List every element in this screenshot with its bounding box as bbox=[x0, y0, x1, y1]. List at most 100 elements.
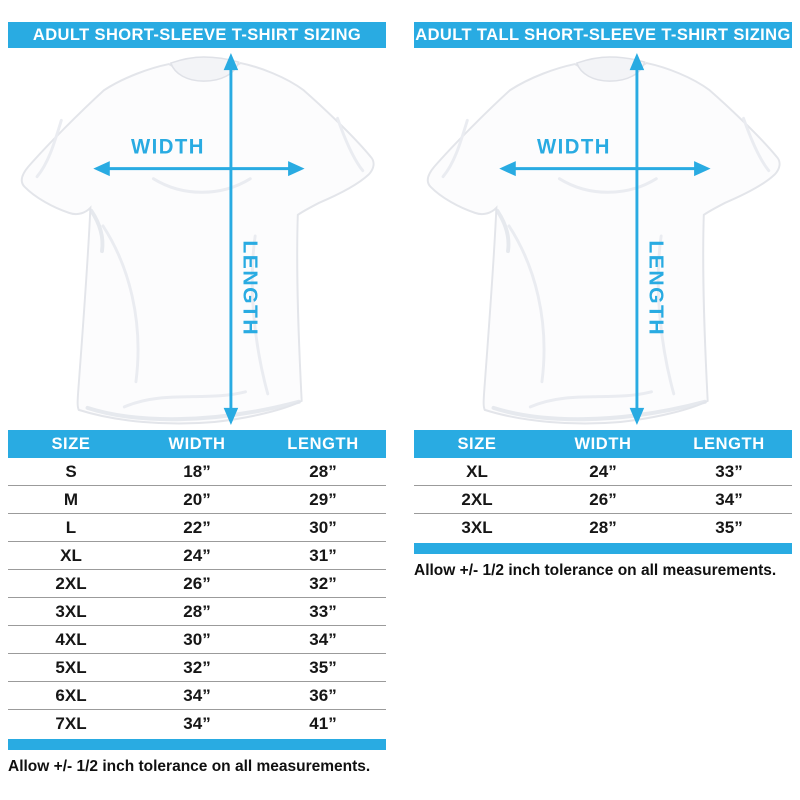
wrinkle-line bbox=[35, 118, 63, 179]
underarm-shadow bbox=[495, 208, 511, 254]
table-cell: 2XL bbox=[414, 485, 540, 514]
table-cell: 18” bbox=[183, 461, 211, 481]
column-header-size: SIZE bbox=[8, 430, 134, 458]
width-arrow bbox=[499, 161, 711, 177]
table-cell: 7XL bbox=[8, 709, 134, 737]
table-row: M 20” 29” bbox=[8, 485, 386, 514]
column-header-width: WIDTH bbox=[540, 430, 666, 458]
table-cell: S bbox=[65, 461, 77, 481]
tshirt-collar bbox=[575, 56, 646, 82]
table-cell: 32” bbox=[260, 569, 386, 598]
table-row: XL 24” 33” bbox=[414, 458, 792, 486]
shirt-diagram: WIDTH LENGTH bbox=[8, 50, 386, 430]
panel-title: ADULT TALL SHORT-SLEEVE T-SHIRT SIZING bbox=[414, 22, 792, 48]
panel-adult-short-sleeve: ADULT SHORT-SLEEVE T-SHIRT SIZING bbox=[8, 22, 386, 776]
table-cell: 22” bbox=[134, 513, 260, 542]
width-arrow bbox=[93, 161, 305, 177]
table-row: 7XL 34” 41” bbox=[8, 709, 386, 737]
table-cell: 24” bbox=[134, 541, 260, 570]
width-label: WIDTH bbox=[537, 135, 611, 158]
table-cell: 33” bbox=[715, 461, 743, 481]
table-cell: 41” bbox=[260, 709, 386, 737]
table-cell: 24” bbox=[589, 461, 617, 481]
table-cell: 6XL bbox=[8, 681, 134, 710]
table-cell: 30” bbox=[134, 625, 260, 654]
length-arrow bbox=[629, 53, 645, 425]
column-header-size: SIZE bbox=[414, 430, 540, 458]
wrinkle-line bbox=[441, 118, 469, 179]
table-row: 2XL 26” 34” bbox=[414, 485, 792, 514]
wrinkle-line bbox=[507, 224, 546, 384]
table-cell: 28” bbox=[134, 597, 260, 626]
table-cell: 2XL bbox=[8, 569, 134, 598]
table-cell: XL bbox=[466, 461, 488, 481]
table-cell: 35” bbox=[260, 653, 386, 682]
wrinkle-line bbox=[151, 177, 252, 194]
panel-adult-tall-short-sleeve: ADULT TALL SHORT-SLEEVE T-SHIRT SIZING bbox=[414, 22, 792, 580]
table-row: 5XL 32” 35” bbox=[8, 653, 386, 682]
shirt-diagram: WIDTH LENGTH bbox=[414, 50, 792, 430]
table-row: 6XL 34” 36” bbox=[8, 681, 386, 710]
column-header-width: WIDTH bbox=[134, 430, 260, 458]
wrinkle-line bbox=[557, 177, 658, 194]
table-cell: 4XL bbox=[8, 625, 134, 654]
table-cell: 32” bbox=[134, 653, 260, 682]
table-cell: 33” bbox=[260, 597, 386, 626]
table-cell: 3XL bbox=[8, 597, 134, 626]
wrinkle-line bbox=[656, 234, 676, 396]
hem-shadow bbox=[491, 399, 707, 422]
table-footer-bar bbox=[8, 739, 386, 750]
table-row: 2XL 26” 32” bbox=[8, 569, 386, 598]
table-cell: L bbox=[8, 513, 134, 542]
panel-title: ADULT SHORT-SLEEVE T-SHIRT SIZING bbox=[8, 22, 386, 48]
table-row: L 22” 30” bbox=[8, 513, 386, 542]
table-row: 3XL 28” 33” bbox=[8, 597, 386, 626]
table-row: 4XL 30” 34” bbox=[8, 625, 386, 654]
wrinkle-line bbox=[742, 116, 771, 173]
column-header-length: LENGTH bbox=[666, 430, 792, 458]
tolerance-note: Allow +/- 1/2 inch tolerance on all meas… bbox=[8, 758, 371, 775]
tshirt-collar bbox=[169, 56, 240, 82]
table-cell: 36” bbox=[260, 681, 386, 710]
width-label: WIDTH bbox=[131, 135, 205, 158]
column-header-length: LENGTH bbox=[260, 430, 386, 458]
tshirt-body-shape bbox=[426, 62, 781, 425]
table-row: 3XL 28” 35” bbox=[414, 513, 792, 541]
table-header-row: SIZE WIDTH LENGTH bbox=[414, 430, 792, 458]
length-arrow bbox=[223, 53, 239, 425]
size-table: SIZE WIDTH LENGTH XL 24” 33” 2XL 26” 34” 3XL 28… bbox=[414, 430, 792, 541]
size-table: SIZE WIDTH LENGTH S 18” 28” M 20” 29” L 22” 30” X… bbox=[8, 430, 386, 737]
table-cell: 3XL bbox=[414, 513, 540, 541]
table-cell: 5XL bbox=[8, 653, 134, 682]
table-row: S 18” 28” bbox=[8, 458, 386, 486]
table-cell: M bbox=[8, 485, 134, 514]
table-cell: 35” bbox=[666, 513, 792, 541]
table-cell: 29” bbox=[260, 485, 386, 514]
table-cell: 31” bbox=[260, 541, 386, 570]
table-cell: 26” bbox=[134, 569, 260, 598]
tshirt-graphic: WIDTH LENGTH bbox=[426, 53, 781, 425]
wrinkle-line bbox=[101, 224, 140, 384]
table-header-row: SIZE WIDTH LENGTH bbox=[8, 430, 386, 458]
table-cell: 26” bbox=[540, 485, 666, 514]
tshirt-graphic: WIDTH LENGTH bbox=[20, 53, 375, 425]
wrinkle-line bbox=[336, 116, 365, 173]
table-cell: 34” bbox=[134, 681, 260, 710]
tolerance-note: Allow +/- 1/2 inch tolerance on all meas… bbox=[414, 562, 777, 579]
table-cell: 20” bbox=[134, 485, 260, 514]
length-label: LENGTH bbox=[645, 240, 668, 336]
table-cell: 28” bbox=[309, 461, 337, 481]
table-cell: 34” bbox=[666, 485, 792, 514]
wrinkle-line bbox=[250, 234, 270, 396]
hem-shadow bbox=[85, 399, 301, 422]
table-cell: 34” bbox=[134, 709, 260, 737]
tshirt-body-shape bbox=[20, 62, 375, 425]
table-cell: 30” bbox=[260, 513, 386, 542]
table-cell: 34” bbox=[260, 625, 386, 654]
table-cell: XL bbox=[8, 541, 134, 570]
table-footer-bar bbox=[414, 543, 792, 554]
length-label: LENGTH bbox=[239, 240, 262, 336]
table-cell: 28” bbox=[540, 513, 666, 541]
table-row: XL 24” 31” bbox=[8, 541, 386, 570]
sizing-chart-page: ADULT SHORT-SLEEVE T-SHIRT SIZING bbox=[8, 22, 792, 776]
